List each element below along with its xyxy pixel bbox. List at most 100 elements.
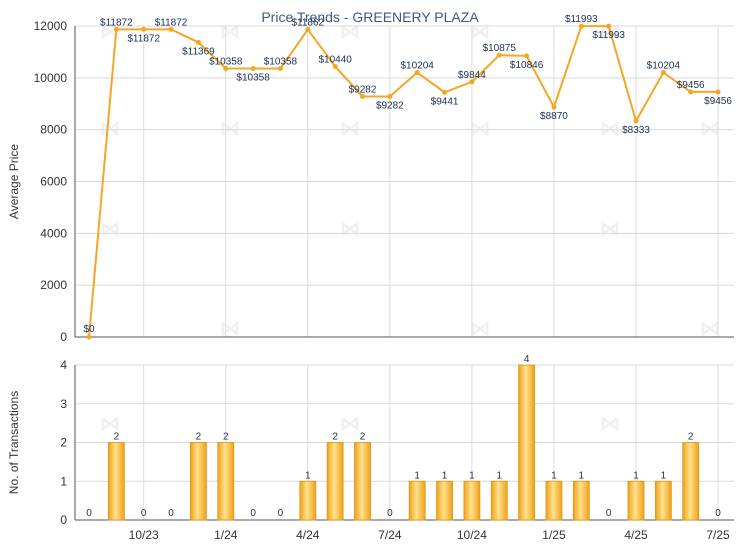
transaction-data-label: 2 bbox=[114, 432, 120, 443]
chart-title: Price Trends - GREENERY PLAZA bbox=[261, 9, 479, 25]
price-data-label: $11862 bbox=[291, 18, 324, 29]
transaction-bar bbox=[217, 442, 235, 521]
price-point bbox=[688, 89, 694, 95]
transaction-data-label: 1 bbox=[305, 470, 311, 481]
price-data-label: $11872 bbox=[127, 33, 160, 44]
x-tick-label: 7/24 bbox=[378, 528, 402, 542]
price-data-label: $10875 bbox=[483, 43, 517, 54]
watermark-fish-icon: ⋈ bbox=[700, 318, 720, 340]
transaction-bar bbox=[299, 480, 317, 521]
transaction-bar bbox=[408, 480, 426, 521]
transaction-data-label: 1 bbox=[442, 470, 448, 481]
price-data-label: $9282 bbox=[376, 100, 404, 111]
price-y-axis-label: Average Price bbox=[7, 144, 21, 219]
price-point bbox=[551, 104, 557, 110]
watermark-fish-icon: ⋈ bbox=[100, 218, 120, 240]
transaction-bar bbox=[627, 480, 645, 521]
price-data-label: $9456 bbox=[677, 80, 705, 91]
transaction-data-label: 1 bbox=[414, 470, 420, 481]
price-data-label: $10204 bbox=[401, 61, 435, 72]
price-panel: ⋈ ⋈ ⋈ ⋈ ⋈⋈ ⋈ ⋈ ⋈ ⋈ ⋈⋈ ⋈ ⋈⋈ ⋈ ⋈⋈ ⋈ ⋈02000400060008000100… bbox=[7, 14, 734, 435]
x-tick-label: 10/24 bbox=[457, 528, 487, 542]
x-tick-label: 1/25 bbox=[542, 528, 566, 542]
price-data-label: $11993 bbox=[565, 14, 598, 25]
watermark-fish-icon: ⋈ bbox=[600, 218, 620, 240]
price-point bbox=[442, 89, 448, 95]
price-y-tick-label: 12000 bbox=[34, 19, 68, 33]
transactions-y-tick-label: 2 bbox=[60, 436, 67, 450]
price-point bbox=[606, 23, 612, 29]
price-point bbox=[414, 70, 420, 76]
price-y-tick-label: 0 bbox=[60, 330, 67, 344]
price-point bbox=[387, 93, 393, 99]
x-tick-label: 7/25 bbox=[706, 528, 730, 542]
transaction-data-label: 2 bbox=[332, 432, 338, 443]
transaction-data-label: 1 bbox=[661, 470, 667, 481]
transactions-y-axis-label: No. of Transactions bbox=[7, 391, 21, 494]
watermark-fish-icon: ⋈ bbox=[100, 413, 120, 435]
price-point bbox=[633, 118, 639, 124]
transaction-data-label: 0 bbox=[86, 508, 92, 519]
transaction-bar bbox=[518, 364, 535, 521]
watermark-fish-icon: ⋈ bbox=[340, 118, 360, 140]
watermark-fish-icon: ⋈ bbox=[470, 21, 490, 43]
transaction-bar bbox=[326, 442, 344, 521]
price-point bbox=[578, 23, 584, 29]
transaction-data-label: 2 bbox=[196, 432, 202, 443]
watermark-fish-icon: ⋈ bbox=[340, 413, 360, 435]
price-data-label: $10440 bbox=[318, 54, 352, 65]
transaction-bar bbox=[545, 480, 563, 521]
transaction-data-label: 0 bbox=[606, 508, 612, 519]
price-data-label: $0 bbox=[83, 324, 95, 335]
price-y-tick-label: 4000 bbox=[40, 226, 67, 240]
price-data-label: $10358 bbox=[209, 57, 243, 68]
transactions-y-tick-label: 0 bbox=[60, 513, 67, 527]
price-point bbox=[195, 39, 201, 45]
transaction-bar bbox=[107, 442, 125, 521]
transaction-bar bbox=[463, 480, 481, 521]
transaction-data-label: 1 bbox=[633, 470, 639, 481]
watermark-fish-icon: ⋈ bbox=[340, 21, 360, 43]
price-data-label: $10846 bbox=[510, 60, 544, 71]
transaction-bar bbox=[682, 442, 700, 521]
transaction-data-label: 0 bbox=[168, 508, 174, 519]
price-y-tick-label: 6000 bbox=[40, 175, 67, 189]
transaction-data-label: 2 bbox=[223, 432, 229, 443]
transaction-data-label: 1 bbox=[551, 470, 557, 481]
watermark-fish-icon: ⋈ bbox=[700, 118, 720, 140]
price-data-label: $11993 bbox=[592, 30, 625, 41]
price-point bbox=[86, 334, 92, 340]
transactions-y-tick-label: 1 bbox=[60, 474, 67, 488]
price-data-label: $8333 bbox=[622, 125, 650, 136]
price-data-label: $9441 bbox=[431, 96, 459, 107]
transaction-bar bbox=[436, 480, 453, 521]
watermark-fish-icon: ⋈ bbox=[220, 118, 240, 140]
price-data-label: $11872 bbox=[100, 17, 133, 28]
price-data-label: $9844 bbox=[458, 70, 486, 81]
price-point bbox=[496, 52, 502, 58]
watermark-fish-icon: ⋈ bbox=[340, 218, 360, 240]
price-point bbox=[332, 63, 338, 69]
price-point bbox=[250, 66, 256, 72]
transaction-data-label: 4 bbox=[524, 354, 530, 365]
price-data-label: $9282 bbox=[349, 84, 377, 95]
price-point bbox=[305, 27, 311, 33]
transaction-data-label: 0 bbox=[250, 508, 256, 519]
price-y-tick-label: 10000 bbox=[34, 71, 68, 85]
transaction-bar bbox=[572, 480, 590, 521]
watermark-fish-icon: ⋈ bbox=[600, 413, 620, 435]
watermark-fish-icon: ⋈ bbox=[600, 118, 620, 140]
price-line-series bbox=[88, 25, 719, 338]
x-tick-label: 4/25 bbox=[624, 528, 648, 542]
transaction-data-label: 0 bbox=[141, 508, 147, 519]
price-point bbox=[141, 26, 147, 32]
price-y-tick-label: 2000 bbox=[40, 278, 67, 292]
transaction-data-label: 1 bbox=[496, 470, 502, 481]
transaction-data-label: 2 bbox=[360, 432, 366, 443]
transaction-data-label: 1 bbox=[579, 470, 585, 481]
watermark-fish-icon: ⋈ bbox=[100, 118, 120, 140]
x-tick-label: 1/24 bbox=[214, 528, 238, 542]
x-tick-label: 4/24 bbox=[296, 528, 320, 542]
price-point bbox=[277, 66, 283, 72]
